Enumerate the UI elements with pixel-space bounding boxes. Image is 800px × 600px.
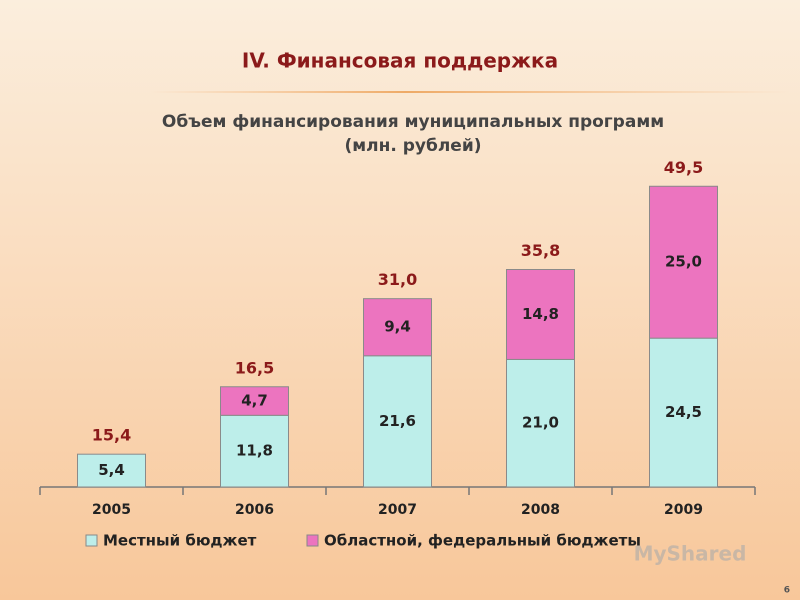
legend-label: Местный бюджет [103, 532, 257, 550]
value-label: 21,0 [522, 414, 559, 432]
legend-swatch [85, 534, 98, 547]
x-tick-label: 2006 [235, 502, 274, 518]
value-label: 21,6 [379, 412, 416, 430]
x-tick-label: 2009 [664, 502, 703, 518]
bar-segment [649, 337, 718, 488]
value-label: 14,8 [522, 305, 559, 323]
x-tick-label: 2008 [521, 502, 560, 518]
x-tick-label: 2005 [92, 502, 131, 518]
value-label: 5,4 [98, 461, 125, 479]
bar-segment [506, 268, 575, 360]
total-label: 49,5 [664, 158, 703, 177]
bar-segment [220, 386, 289, 416]
page-number: 6 [784, 586, 790, 596]
total-label: 31,0 [378, 270, 417, 289]
value-label: 9,4 [384, 318, 411, 336]
x-tick-label: 2007 [378, 502, 417, 518]
value-label: 4,7 [241, 392, 268, 410]
total-label: 35,8 [521, 241, 560, 260]
legend-swatch [306, 534, 319, 547]
total-label: 15,4 [92, 426, 131, 445]
bar-segment [220, 414, 289, 488]
chart-title: IV. Финансовая поддержка [242, 49, 558, 73]
legend-label: Областной, федеральный бюджеты [324, 532, 641, 550]
watermark: MyShared [634, 542, 747, 566]
value-label: 24,5 [665, 403, 702, 421]
value-label: 25,0 [665, 253, 702, 271]
bar-segment [363, 355, 432, 488]
bar-segment [77, 453, 146, 488]
bar-segment [363, 298, 432, 357]
total-label: 16,5 [235, 358, 274, 377]
subtitle: (млн. рублей) [344, 136, 481, 156]
subtitle: Объем финансирования муниципальных прогр… [162, 112, 664, 132]
title-rule [150, 91, 790, 93]
bar-segment [649, 185, 718, 339]
value-label: 11,8 [236, 442, 273, 460]
bar-segment [506, 358, 575, 488]
